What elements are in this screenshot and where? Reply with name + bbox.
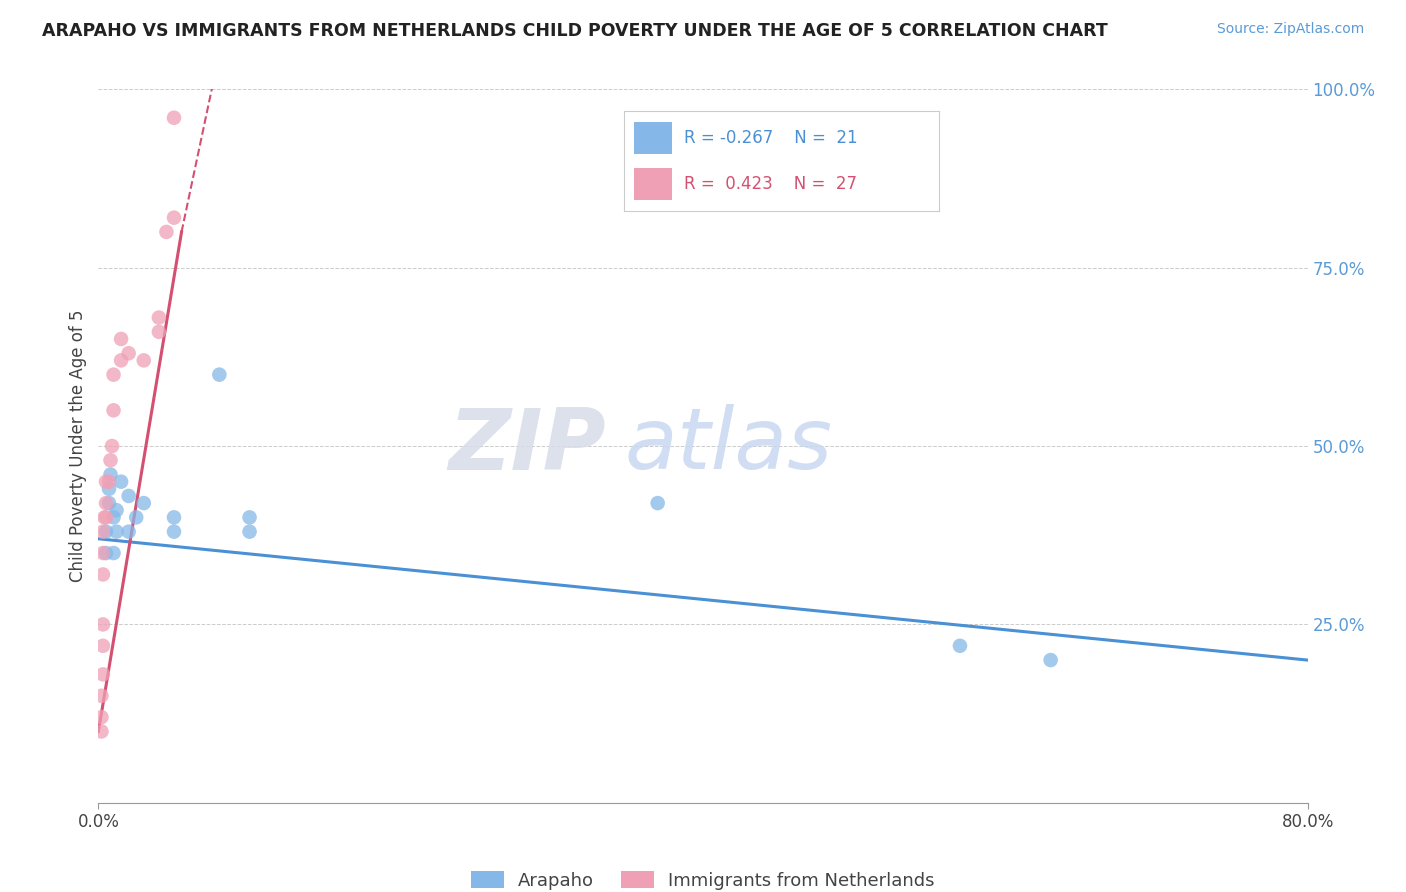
Point [101,439,124,453]
Point [103,368,125,382]
Point [163,510,186,524]
Point [148,325,170,339]
Point [90,724,112,739]
Point [91,524,114,539]
Bar [634,168,672,200]
Point [647,496,669,510]
Point [90,689,112,703]
Point [94,475,117,489]
Point [163,524,186,539]
Point [132,353,155,368]
Point [94,524,117,539]
Point [155,225,177,239]
Point [103,546,125,560]
Point [110,353,132,368]
Point [100,467,122,482]
Point [110,332,132,346]
Point [118,524,141,539]
Point [163,111,186,125]
Point [91,617,114,632]
Point [132,496,155,510]
Point [94,510,117,524]
Point [110,475,132,489]
Point [949,639,972,653]
Point [98,475,121,489]
Point [118,346,141,360]
Text: atlas: atlas [624,404,832,488]
Point [208,368,231,382]
Text: Source: ZipAtlas.com: Source: ZipAtlas.com [1216,22,1364,37]
Point [91,546,114,560]
Point [94,496,117,510]
Bar [634,121,672,153]
Point [103,510,125,524]
Point [94,546,117,560]
Text: ARAPAHO VS IMMIGRANTS FROM NETHERLANDS CHILD POVERTY UNDER THE AGE OF 5 CORRELAT: ARAPAHO VS IMMIGRANTS FROM NETHERLANDS C… [42,22,1108,40]
Point [1039,653,1062,667]
Text: R = -0.267    N =  21: R = -0.267 N = 21 [685,128,858,146]
Point [91,667,114,681]
Point [125,510,148,524]
Text: R =  0.423    N =  27: R = 0.423 N = 27 [685,175,858,193]
Point [148,310,170,325]
Point [91,639,114,653]
Point [100,453,122,467]
Point [90,710,112,724]
Point [105,503,128,517]
Point [98,496,121,510]
Point [91,567,114,582]
Y-axis label: Child Poverty Under the Age of 5: Child Poverty Under the Age of 5 [69,310,87,582]
Point [118,489,141,503]
Legend: Arapaho, Immigrants from Netherlands: Arapaho, Immigrants from Netherlands [463,862,943,892]
Point [93,510,115,524]
Point [105,524,128,539]
Point [163,211,186,225]
Point [239,510,262,524]
Point [103,403,125,417]
Point [239,524,262,539]
Point [98,482,121,496]
Text: ZIP: ZIP [449,404,606,488]
